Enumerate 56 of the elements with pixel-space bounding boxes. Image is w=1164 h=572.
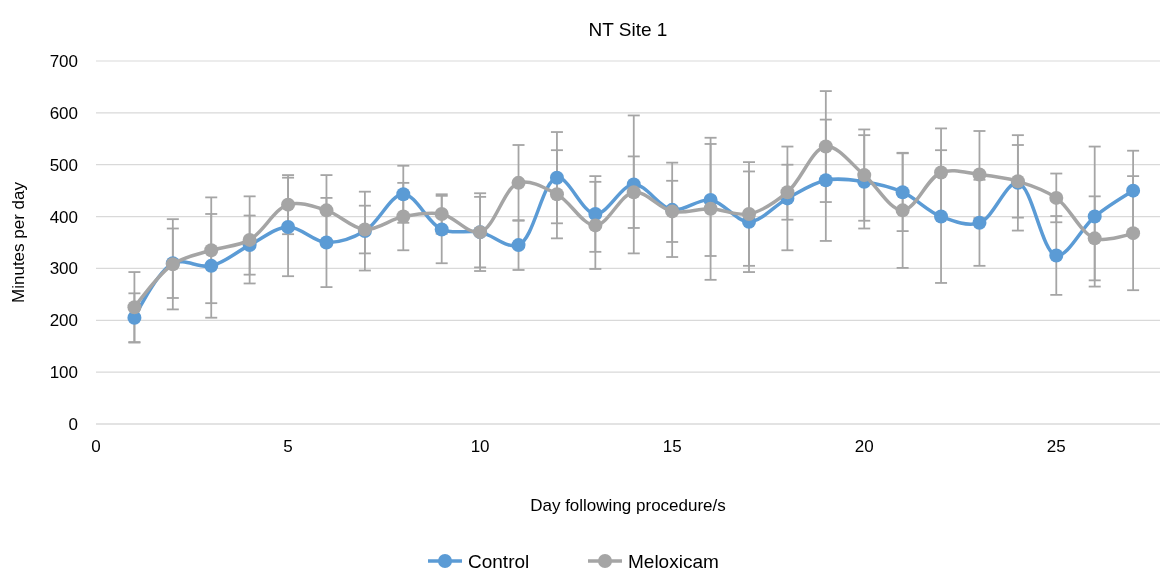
x-tick-label: 15 (662, 437, 682, 456)
point (1049, 248, 1064, 263)
y-tick-label: 600 (49, 103, 78, 123)
point (742, 206, 756, 221)
point (1087, 231, 1102, 246)
point (204, 258, 219, 273)
point (242, 232, 257, 247)
point (895, 203, 910, 218)
point (1087, 209, 1102, 224)
legend-label: Meloxicam (628, 550, 719, 572)
point (1126, 183, 1141, 198)
y-tick-label: 500 (49, 155, 78, 175)
point (549, 170, 564, 185)
point (396, 187, 411, 202)
x-axis-title: Day following procedure/s (530, 496, 726, 515)
point (934, 209, 949, 224)
point (396, 209, 411, 224)
x-tick-label: 20 (854, 437, 874, 456)
y-tick-label: 100 (49, 363, 78, 383)
y-axis-title: Minutes per day (9, 181, 28, 303)
x-tick-label: 0 (91, 437, 101, 456)
point (626, 185, 641, 200)
point (511, 238, 526, 253)
point (780, 185, 795, 200)
point (281, 219, 296, 234)
point (703, 201, 718, 216)
point (319, 203, 334, 218)
point (857, 168, 872, 183)
point (934, 165, 949, 180)
y-tick-label: 200 (49, 311, 78, 331)
point (972, 215, 987, 230)
point (511, 175, 526, 190)
point (1049, 190, 1064, 205)
point (549, 187, 564, 202)
legend-label: Control (468, 550, 530, 572)
x-tick-label: 25 (1046, 437, 1066, 456)
point (281, 197, 296, 212)
point (972, 167, 987, 182)
y-tick-label: 300 (49, 259, 78, 279)
point (434, 206, 449, 221)
point (204, 243, 219, 258)
point (818, 139, 833, 154)
point (319, 235, 334, 250)
y-tick-label: 0 (68, 414, 78, 434)
point (1126, 226, 1141, 241)
point (588, 218, 603, 233)
y-tick-label: 400 (49, 207, 78, 227)
point (818, 173, 833, 188)
point (588, 206, 603, 221)
y-tick-label: 700 (49, 51, 78, 71)
chart-title: NT Site 1 (588, 19, 668, 40)
point (127, 300, 142, 315)
x-tick-label: 5 (283, 437, 293, 456)
x-tick-label: 10 (470, 437, 490, 456)
point (895, 185, 910, 200)
point (434, 222, 449, 237)
